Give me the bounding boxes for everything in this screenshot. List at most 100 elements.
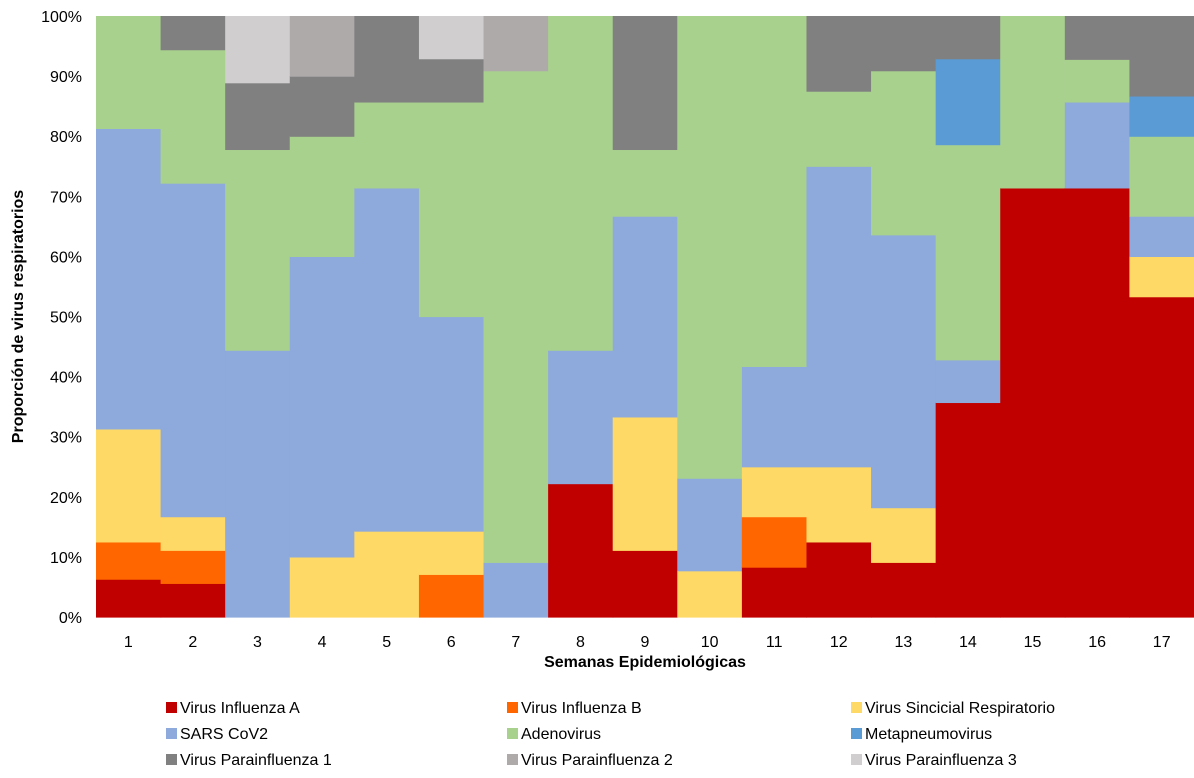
x-tick-label: 1: [124, 634, 133, 651]
bar-segment-week-12-series-6: [806, 16, 872, 92]
bar-segment-week-4-series-4: [289, 136, 355, 257]
bar-segment-week-10-series-4: [677, 16, 743, 479]
bar-segment-week-4-series-3: [289, 256, 355, 558]
bar-segment-week-2-series-2: [160, 516, 226, 551]
legend-label: SARS CoV2: [180, 726, 268, 743]
bar-segment-week-1-series-0: [96, 579, 162, 618]
bar-segment-week-11-series-2: [741, 466, 808, 518]
x-tick-label: 10: [701, 634, 719, 651]
bar-segment-week-16-series-3: [1064, 101, 1131, 189]
bar-segment-week-9-series-0: [612, 550, 678, 618]
bar-segment-week-13-series-4: [871, 70, 937, 236]
bar-segment-week-15-series-4: [1000, 16, 1066, 189]
legend-swatch: [507, 754, 518, 765]
bar-segment-week-9-series-3: [612, 216, 678, 418]
legend-swatch: [507, 702, 518, 713]
bar-segment-week-10-series-2: [677, 570, 743, 618]
legend-swatch: [851, 728, 862, 739]
bar-segment-week-14-series-5: [935, 58, 1001, 146]
legend-label: Virus Sincicial Respiratorio: [865, 700, 1055, 717]
bar-segment-week-9-series-6: [612, 16, 678, 151]
bar-segment-week-3-series-6: [225, 82, 291, 151]
bar-segment-week-4-series-6: [289, 76, 355, 137]
bar-segment-week-16-series-0: [1064, 187, 1131, 618]
bar-segment-week-13-series-6: [871, 16, 937, 72]
y-tick-label: 60%: [50, 249, 82, 266]
y-tick-label: 50%: [50, 310, 82, 327]
legend-swatch: [166, 754, 177, 765]
bar-segment-week-17-series-0: [1129, 296, 1194, 618]
bar-segment-week-8-series-3: [548, 350, 614, 485]
bar-segment-week-17-series-5: [1129, 95, 1194, 137]
legend-label: Virus Parainfluenza 1: [180, 752, 332, 769]
x-tick-label: 3: [253, 634, 262, 651]
legend-label: Adenovirus: [521, 726, 601, 743]
bar-segment-week-14-series-4: [935, 144, 1001, 361]
bar-segment-week-4-series-2: [289, 556, 355, 618]
bar-segment-week-1-series-3: [96, 128, 162, 430]
bar-segment-week-11-series-4: [741, 16, 808, 367]
x-tick-label: 8: [576, 634, 585, 651]
bar-segment-week-9-series-4: [612, 149, 678, 217]
y-tick-label: 100%: [41, 9, 82, 26]
y-tick-label: 30%: [50, 430, 82, 447]
bar-segment-week-13-series-2: [871, 507, 937, 563]
bar-segment-week-17-series-6: [1129, 16, 1194, 97]
bar-segment-week-17-series-2: [1129, 256, 1194, 298]
bar-segment-week-10-series-3: [677, 478, 743, 572]
x-tick-label: 4: [318, 634, 327, 651]
bar-segment-week-15-series-0: [1000, 187, 1066, 618]
bar-segment-week-5-series-2: [354, 531, 420, 618]
x-tick-label: 16: [1088, 634, 1106, 651]
legend-label: Virus Parainfluenza 3: [865, 752, 1017, 769]
bar-segment-week-11-series-0: [741, 567, 808, 618]
bar-segment-week-3-series-4: [225, 149, 291, 351]
legend-swatch: [166, 728, 177, 739]
y-tick-label: 90%: [50, 69, 82, 86]
bar-segment-week-16-series-4: [1064, 59, 1131, 103]
x-tick-label: 15: [1024, 634, 1042, 651]
bar-segment-week-14-series-6: [935, 16, 1001, 60]
x-tick-label: 9: [641, 634, 650, 651]
bar-segment-week-6-series-2: [418, 531, 485, 575]
bar-segment-week-2-series-0: [160, 583, 226, 618]
x-tick-label: 11: [766, 634, 783, 651]
bar-segment-week-6-series-8: [418, 16, 485, 60]
bar-segment-week-2-series-4: [160, 49, 226, 184]
bar-segment-week-12-series-3: [806, 166, 872, 468]
bar-segment-week-4-series-7: [289, 16, 355, 77]
x-tick-label: 12: [830, 634, 848, 651]
y-tick-label: 0%: [59, 610, 82, 627]
bar-segment-week-2-series-6: [160, 16, 226, 51]
bar-segment-week-2-series-1: [160, 550, 226, 584]
y-tick-label: 80%: [50, 129, 82, 146]
legend-swatch: [507, 728, 518, 739]
legend-swatch: [166, 702, 177, 713]
bar-segment-week-11-series-1: [741, 516, 808, 568]
bar-segment-week-14-series-3: [935, 359, 1001, 404]
legend-label: Metapneumovirus: [865, 726, 992, 743]
bar-segment-week-13-series-3: [871, 234, 937, 509]
bar-segment-week-8-series-0: [548, 483, 614, 618]
bar-segment-week-7-series-7: [483, 16, 549, 72]
bar-segment-week-5-series-4: [354, 101, 420, 189]
x-tick-label: 5: [382, 634, 391, 651]
x-tick-label: 7: [511, 634, 520, 651]
bar-segment-week-5-series-3: [354, 187, 420, 532]
bar-segment-week-7-series-4: [483, 70, 549, 563]
y-axis-title: Proporción de virus respiratorios: [10, 190, 27, 444]
y-tick-label: 10%: [50, 550, 82, 567]
bar-segment-week-5-series-6: [354, 16, 420, 103]
bar-segment-week-2-series-3: [160, 183, 226, 518]
bar-segment-week-6-series-3: [418, 316, 485, 532]
bar-segment-week-8-series-4: [548, 16, 614, 351]
x-axis-title: Semanas Epidemiológicas: [544, 654, 746, 671]
y-tick-label: 40%: [50, 370, 82, 387]
bar-segment-week-9-series-2: [612, 416, 678, 551]
bar-segment-week-17-series-3: [1129, 216, 1194, 257]
bar-segment-week-13-series-0: [871, 562, 937, 618]
legend-swatch: [851, 754, 862, 765]
bar-segment-week-6-series-1: [418, 574, 485, 618]
legend-swatch: [851, 702, 862, 713]
bar-segment-week-1-series-1: [96, 541, 162, 580]
